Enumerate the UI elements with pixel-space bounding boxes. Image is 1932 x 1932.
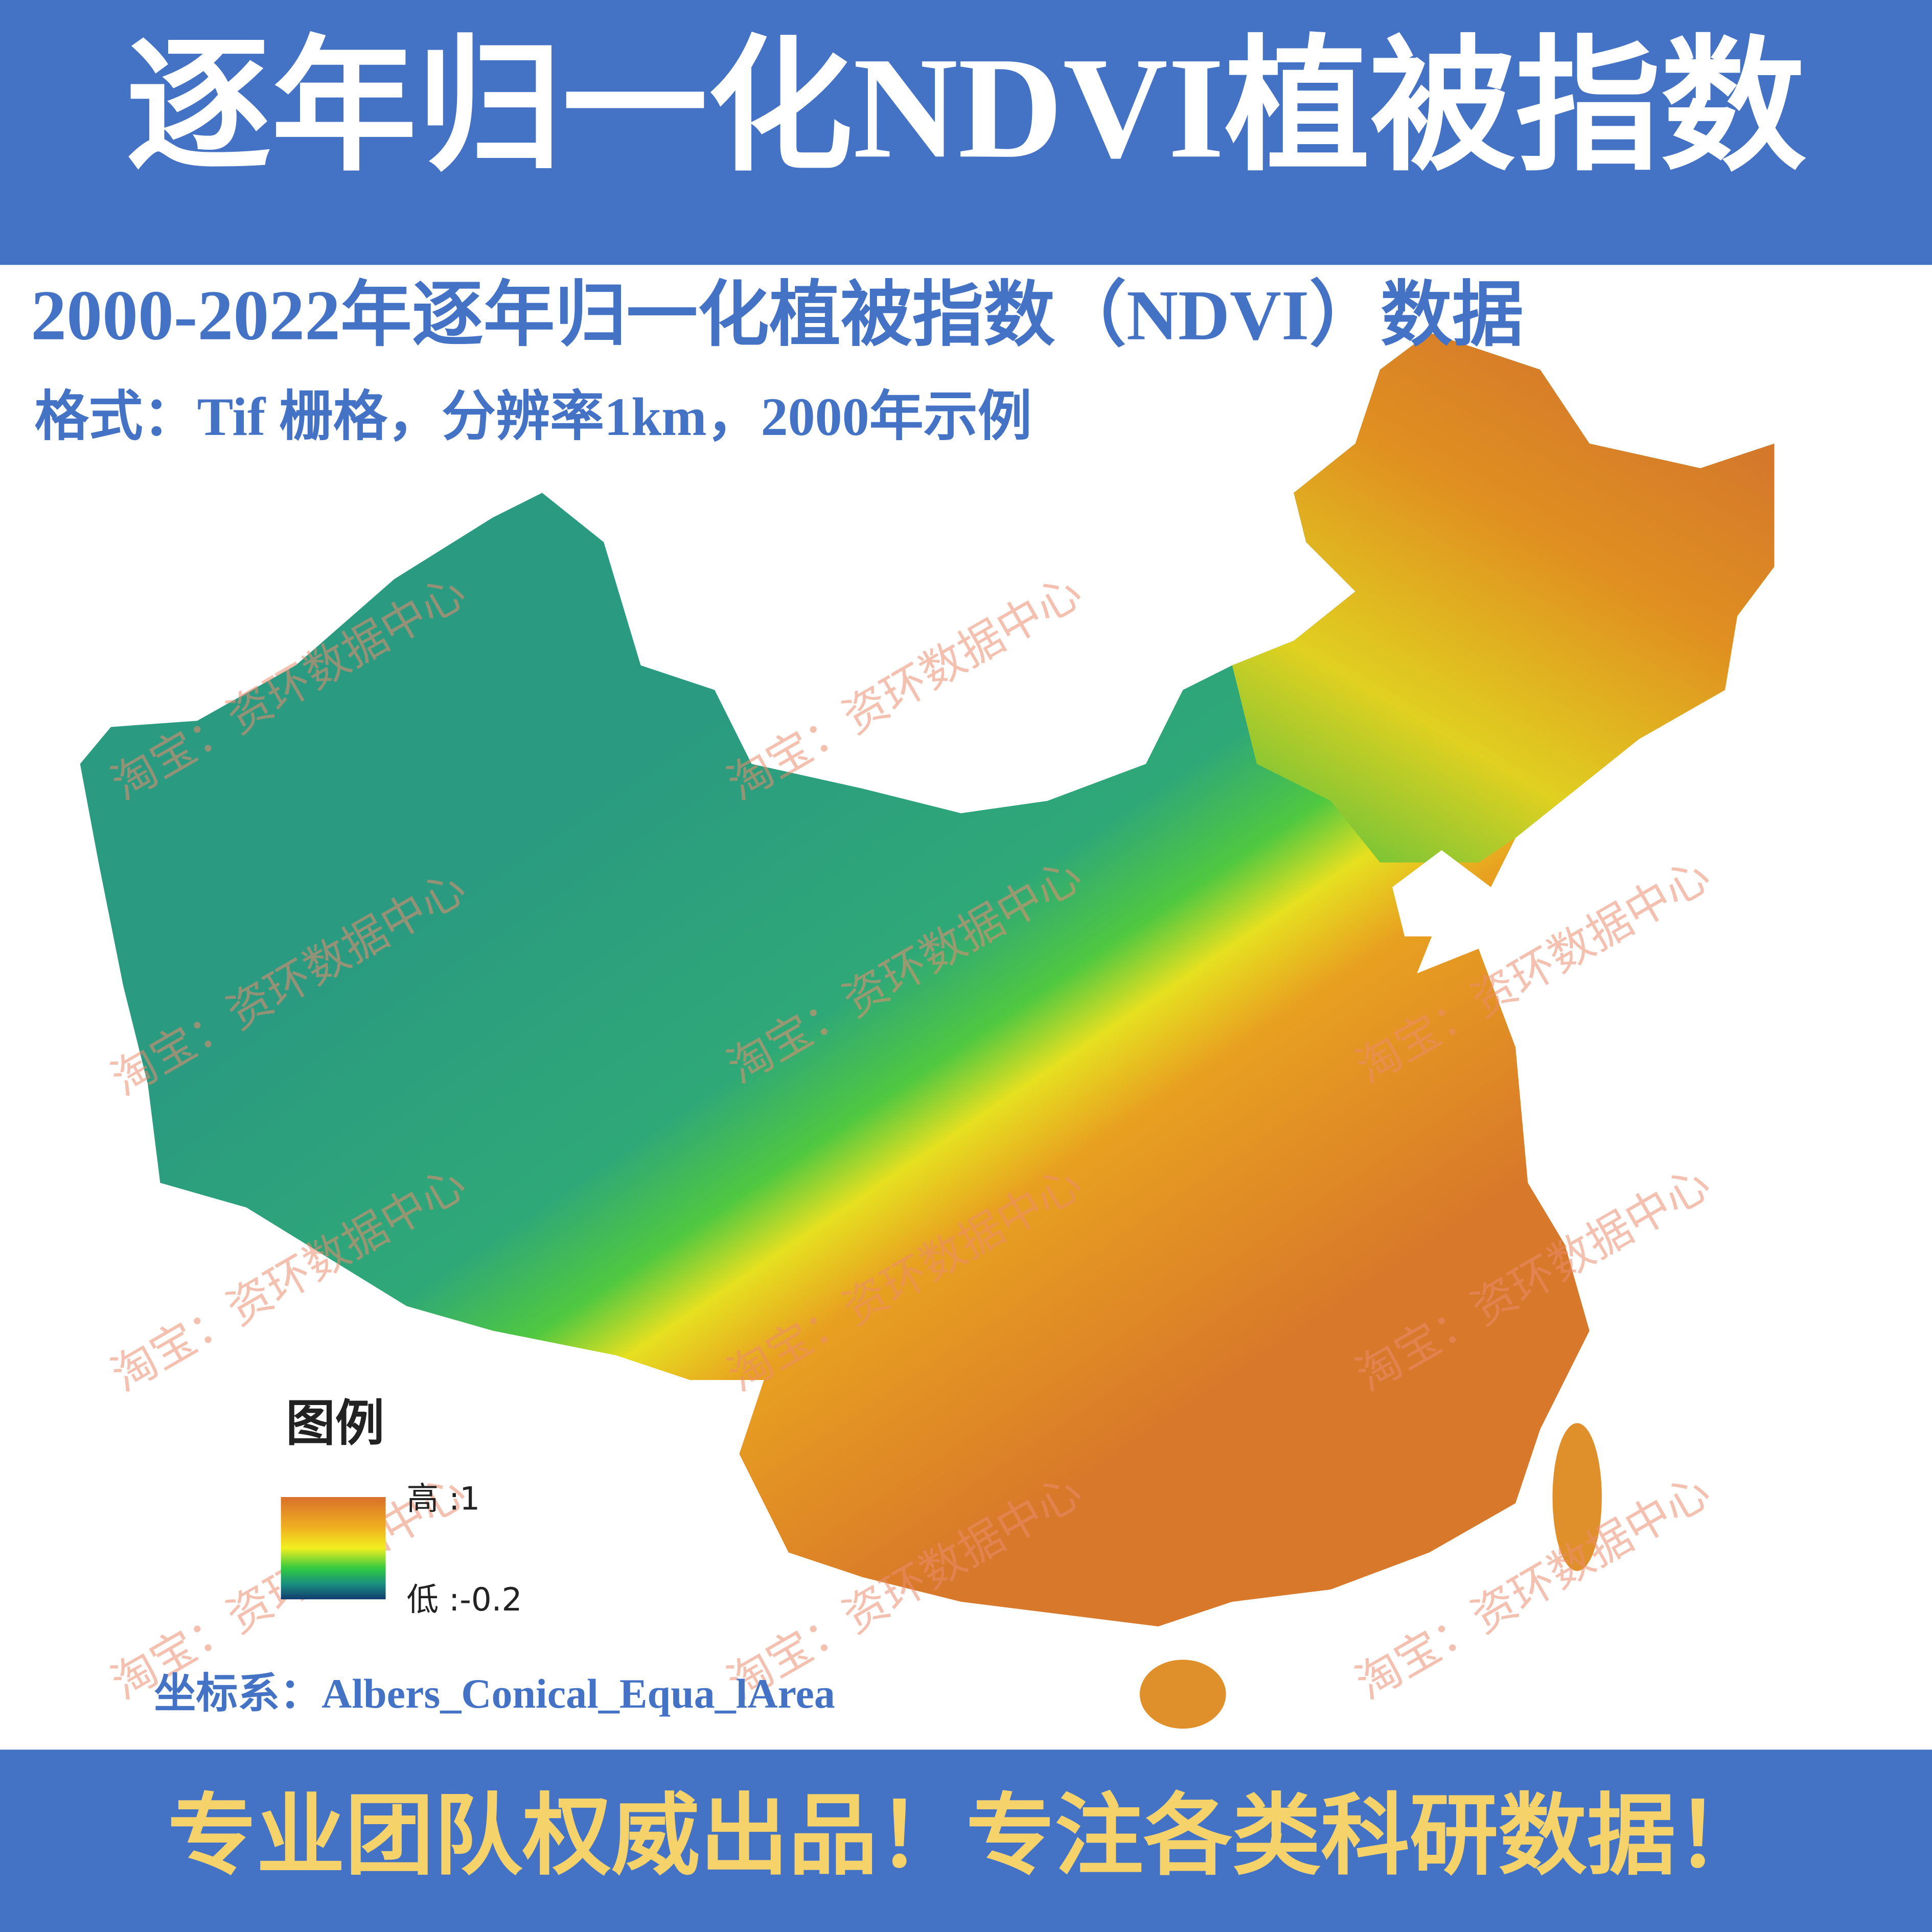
legend-low: 低 :-0.2 [407,1581,522,1618]
hainan [1139,1660,1226,1729]
subtitle-line2: 格式：Tif 栅格，分辨率1km，2000年示例 [34,386,1031,447]
header-band [0,0,1932,265]
legend-high: 高 :1 [407,1480,480,1517]
legend-title: 图例 [286,1395,384,1452]
subtitle-line1: 2000-2022年逐年归一化植被指数（NDVI）数据 [31,276,1524,355]
legend: 图例 高 :1 低 :-0.2 [281,1395,522,1618]
footer-text: 专业团队权威出品！专注各类科研数据！ [168,1784,1764,1887]
bohai-sea [1392,850,1491,937]
northeast [1232,332,1775,863]
legend-ramp [281,1497,386,1600]
taiwan [1552,1423,1602,1571]
coordinate-system: 坐标系：Albers_Conical_Equa_lArea [154,1670,835,1717]
watermark: 淘宝：资环数据中心 [719,566,1090,810]
header-title: 逐年归一化NDVI植被指数 [126,27,1806,188]
map [80,332,1775,1729]
footer-band [0,1750,1932,1932]
